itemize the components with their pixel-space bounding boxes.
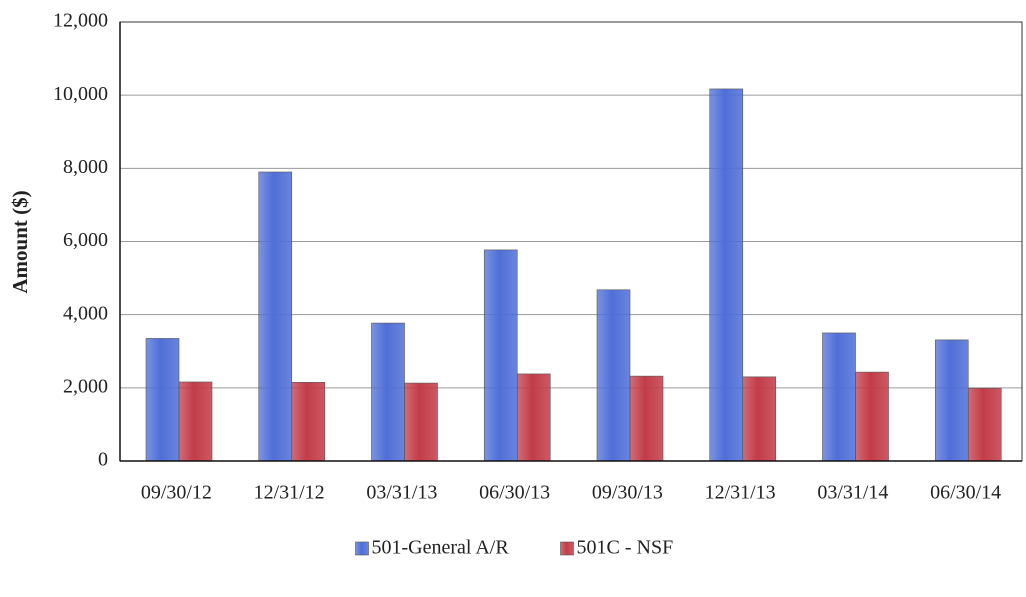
x-tick-label: 09/30/12 <box>141 482 212 504</box>
y-tick-label: 6,000 <box>63 229 108 251</box>
bar <box>371 322 405 462</box>
bar <box>855 371 889 462</box>
y-tick-label: 0 <box>98 449 108 471</box>
bar <box>742 376 777 462</box>
x-tick-label: 09/30/13 <box>592 482 663 504</box>
y-tick-label: 2,000 <box>63 375 108 397</box>
bar <box>145 338 180 462</box>
y-tick-label: 4,000 <box>63 302 108 324</box>
x-tick-label: 03/31/14 <box>817 482 888 504</box>
x-tick-label: 12/31/13 <box>705 482 776 504</box>
bar <box>483 249 518 462</box>
legend-swatch <box>560 541 574 556</box>
bar <box>258 171 293 462</box>
bar <box>709 88 744 462</box>
bar <box>516 373 551 462</box>
x-tick-label: 06/30/14 <box>930 482 1001 504</box>
bar <box>596 289 631 462</box>
bar <box>629 375 664 462</box>
bar <box>291 382 326 462</box>
y-tick-label: 12,000 <box>53 10 108 32</box>
bar <box>822 332 856 462</box>
x-tick-label: 06/30/13 <box>479 482 550 504</box>
y-tick-label: 8,000 <box>63 156 108 178</box>
y-axis-label: Amount ($) <box>8 190 32 293</box>
x-tick-label: 03/31/13 <box>366 482 437 504</box>
x-tick-label: 12/31/12 <box>254 482 325 504</box>
legend-label: 501C - NSF <box>577 537 674 559</box>
bar <box>967 387 1002 462</box>
y-tick-label: 10,000 <box>53 83 108 105</box>
bar <box>404 382 438 462</box>
legend-label: 501-General A/R <box>372 537 510 559</box>
legend-swatch <box>355 541 369 556</box>
bar <box>934 339 969 462</box>
bar <box>178 381 213 462</box>
